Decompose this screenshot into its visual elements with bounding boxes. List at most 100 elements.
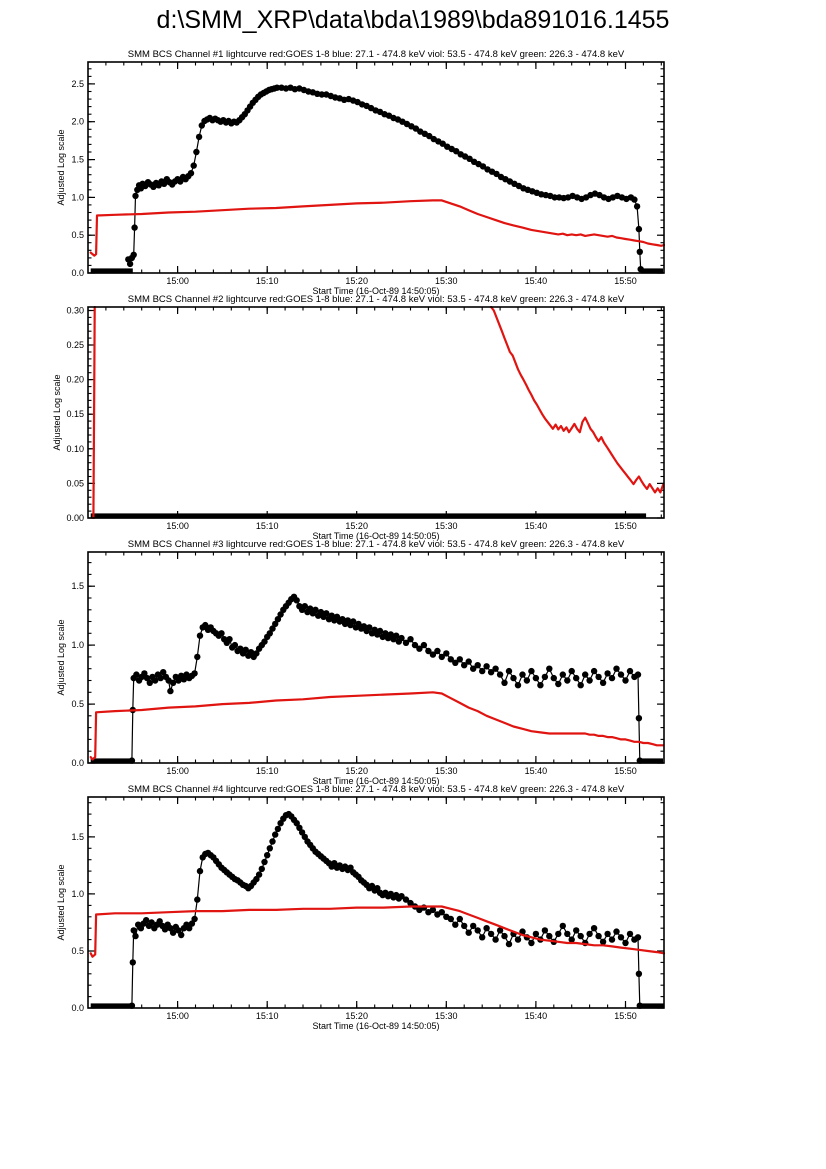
x-tick-label: 15:40 — [525, 276, 548, 286]
bcs-curve-point — [528, 667, 535, 675]
bcs-curve-point — [180, 676, 188, 683]
x-axis-label: Start Time (16-Oct-89 14:50:05) — [312, 531, 439, 541]
bcs-curve-point — [191, 670, 198, 677]
x-axis-label: Start Time (16-Oct-89 14:50:05) — [312, 286, 439, 296]
bcs-curve-point — [505, 940, 513, 948]
bcs-curve-point — [152, 677, 159, 684]
y-tick-label: 0.20 — [66, 375, 84, 385]
bcs-curve-point — [269, 625, 276, 632]
bcs-curve-point — [439, 140, 446, 147]
y-tick-label: 0.30 — [66, 306, 84, 316]
bcs-curve-point — [196, 867, 204, 875]
bcs-curve-point — [496, 927, 504, 934]
bcs-curve-point — [608, 936, 616, 943]
lightcurve-canvas-4: SMM BCS Channel #4 lightcurve red:GOES 1… — [56, 784, 665, 1031]
y-axis-label: Adjusted Log scale — [56, 619, 66, 695]
bcs-curve-point — [143, 674, 151, 682]
bcs-curve-point — [133, 671, 140, 678]
bcs-curve-point — [532, 674, 540, 682]
chart-title: SMM BCS Channel #4 lightcurve red:GOES 1… — [128, 784, 625, 795]
x-tick-label: 15:20 — [345, 521, 368, 531]
bcs-curve-point — [537, 682, 544, 689]
x-tick-label: 15:10 — [256, 766, 279, 776]
goes-curve — [89, 905, 665, 958]
x-tick-label: 15:30 — [435, 1011, 458, 1021]
bcs-curve-point — [559, 922, 566, 930]
bcs-curve-point — [493, 170, 500, 178]
y-tick-label: 1.0 — [71, 192, 84, 202]
bcs-curve-point — [568, 936, 575, 943]
bcs-curve-point — [237, 645, 244, 652]
bcs-curve-point — [465, 929, 472, 936]
x-axis-label: Start Time (16-Oct-89 14:50:05) — [312, 1021, 439, 1031]
x-tick-label: 15:50 — [614, 1011, 637, 1021]
chart-smm-bcs-channel-4: SMM BCS Channel #4 lightcurve red:GOES 1… — [0, 780, 826, 1032]
bcs-curve-point — [407, 636, 414, 643]
bcs-curve-point — [474, 662, 481, 669]
bcs-curve-point — [146, 679, 153, 686]
bcs-curve-point — [487, 669, 495, 676]
bcs-curve-point — [247, 649, 255, 656]
bcs-curve-point — [447, 915, 454, 923]
goes-curve — [89, 199, 665, 257]
bcs-curve-baseline — [90, 268, 133, 274]
bcs-curve-point — [416, 645, 423, 652]
bcs-curve-point — [483, 925, 490, 932]
bcs-curve-point — [272, 831, 279, 838]
y-tick-label: 0.0 — [71, 268, 84, 278]
bcs-curve-point — [253, 650, 260, 657]
bcs-curve-point — [599, 938, 607, 945]
bcs-curve-point — [269, 838, 276, 845]
bcs-curve-point — [608, 674, 616, 682]
bcs-curve-point — [398, 893, 405, 900]
bcs-curve-point — [429, 651, 437, 658]
y-tick-label: 2.5 — [71, 79, 84, 89]
bcs-curve-point — [194, 896, 201, 903]
goes-curve — [89, 691, 665, 761]
y-tick-label: 0.10 — [66, 444, 84, 454]
x-tick-label: 15:40 — [525, 766, 548, 776]
plot-frame — [87, 796, 665, 1009]
bcs-curve-point — [402, 639, 410, 646]
chart-title: SMM BCS Channel #2 lightcurve red:GOES 1… — [128, 294, 625, 305]
bcs-curve-point — [175, 677, 182, 684]
bcs-curve-point — [595, 932, 602, 940]
bcs-curve-point — [479, 667, 486, 675]
bcs-curve-point — [266, 630, 273, 637]
bcs-curve-point — [169, 679, 177, 686]
bcs-curve-point — [636, 248, 643, 255]
bcs-curve-point — [317, 608, 325, 616]
bcs-curve-point — [429, 906, 437, 914]
bcs-curve-point — [523, 677, 531, 684]
bcs-curve-point — [258, 865, 265, 873]
bcs-curve-baseline — [90, 513, 647, 519]
bcs-curve-baseline — [639, 758, 664, 764]
bcs-curve-point — [456, 915, 463, 923]
bcs-curve-point — [382, 630, 389, 637]
bcs-curve-point — [328, 612, 335, 619]
bcs-curve-point — [479, 934, 486, 941]
bcs-curve-point — [622, 677, 629, 684]
bcs-curve-point — [447, 656, 454, 663]
y-tick-label: 0.05 — [66, 478, 84, 488]
bcs-curve-point — [277, 611, 284, 618]
bcs-curve-point — [301, 603, 308, 610]
bcs-curve-point — [307, 605, 314, 612]
bcs-curve-point — [541, 927, 549, 934]
bcs-curve-point — [312, 606, 319, 613]
bcs-curve-point — [443, 650, 450, 657]
bcs-curve-point — [193, 148, 200, 156]
bcs-curve-point — [426, 132, 433, 140]
bcs-curve-point — [178, 931, 185, 939]
bcs-curve-point — [202, 621, 209, 629]
bcs-curve-point — [501, 679, 508, 686]
x-tick-label: 15:20 — [345, 276, 368, 286]
bcs-curve-point — [371, 626, 378, 633]
y-tick-label: 1.5 — [71, 832, 84, 842]
bcs-curve-point — [617, 671, 625, 678]
bcs-curve-point — [366, 624, 373, 631]
bcs-curve-point — [613, 665, 620, 672]
bcs-curve-point — [461, 662, 468, 669]
bcs-curve-point — [635, 970, 643, 977]
bcs-curve-point — [573, 927, 580, 934]
